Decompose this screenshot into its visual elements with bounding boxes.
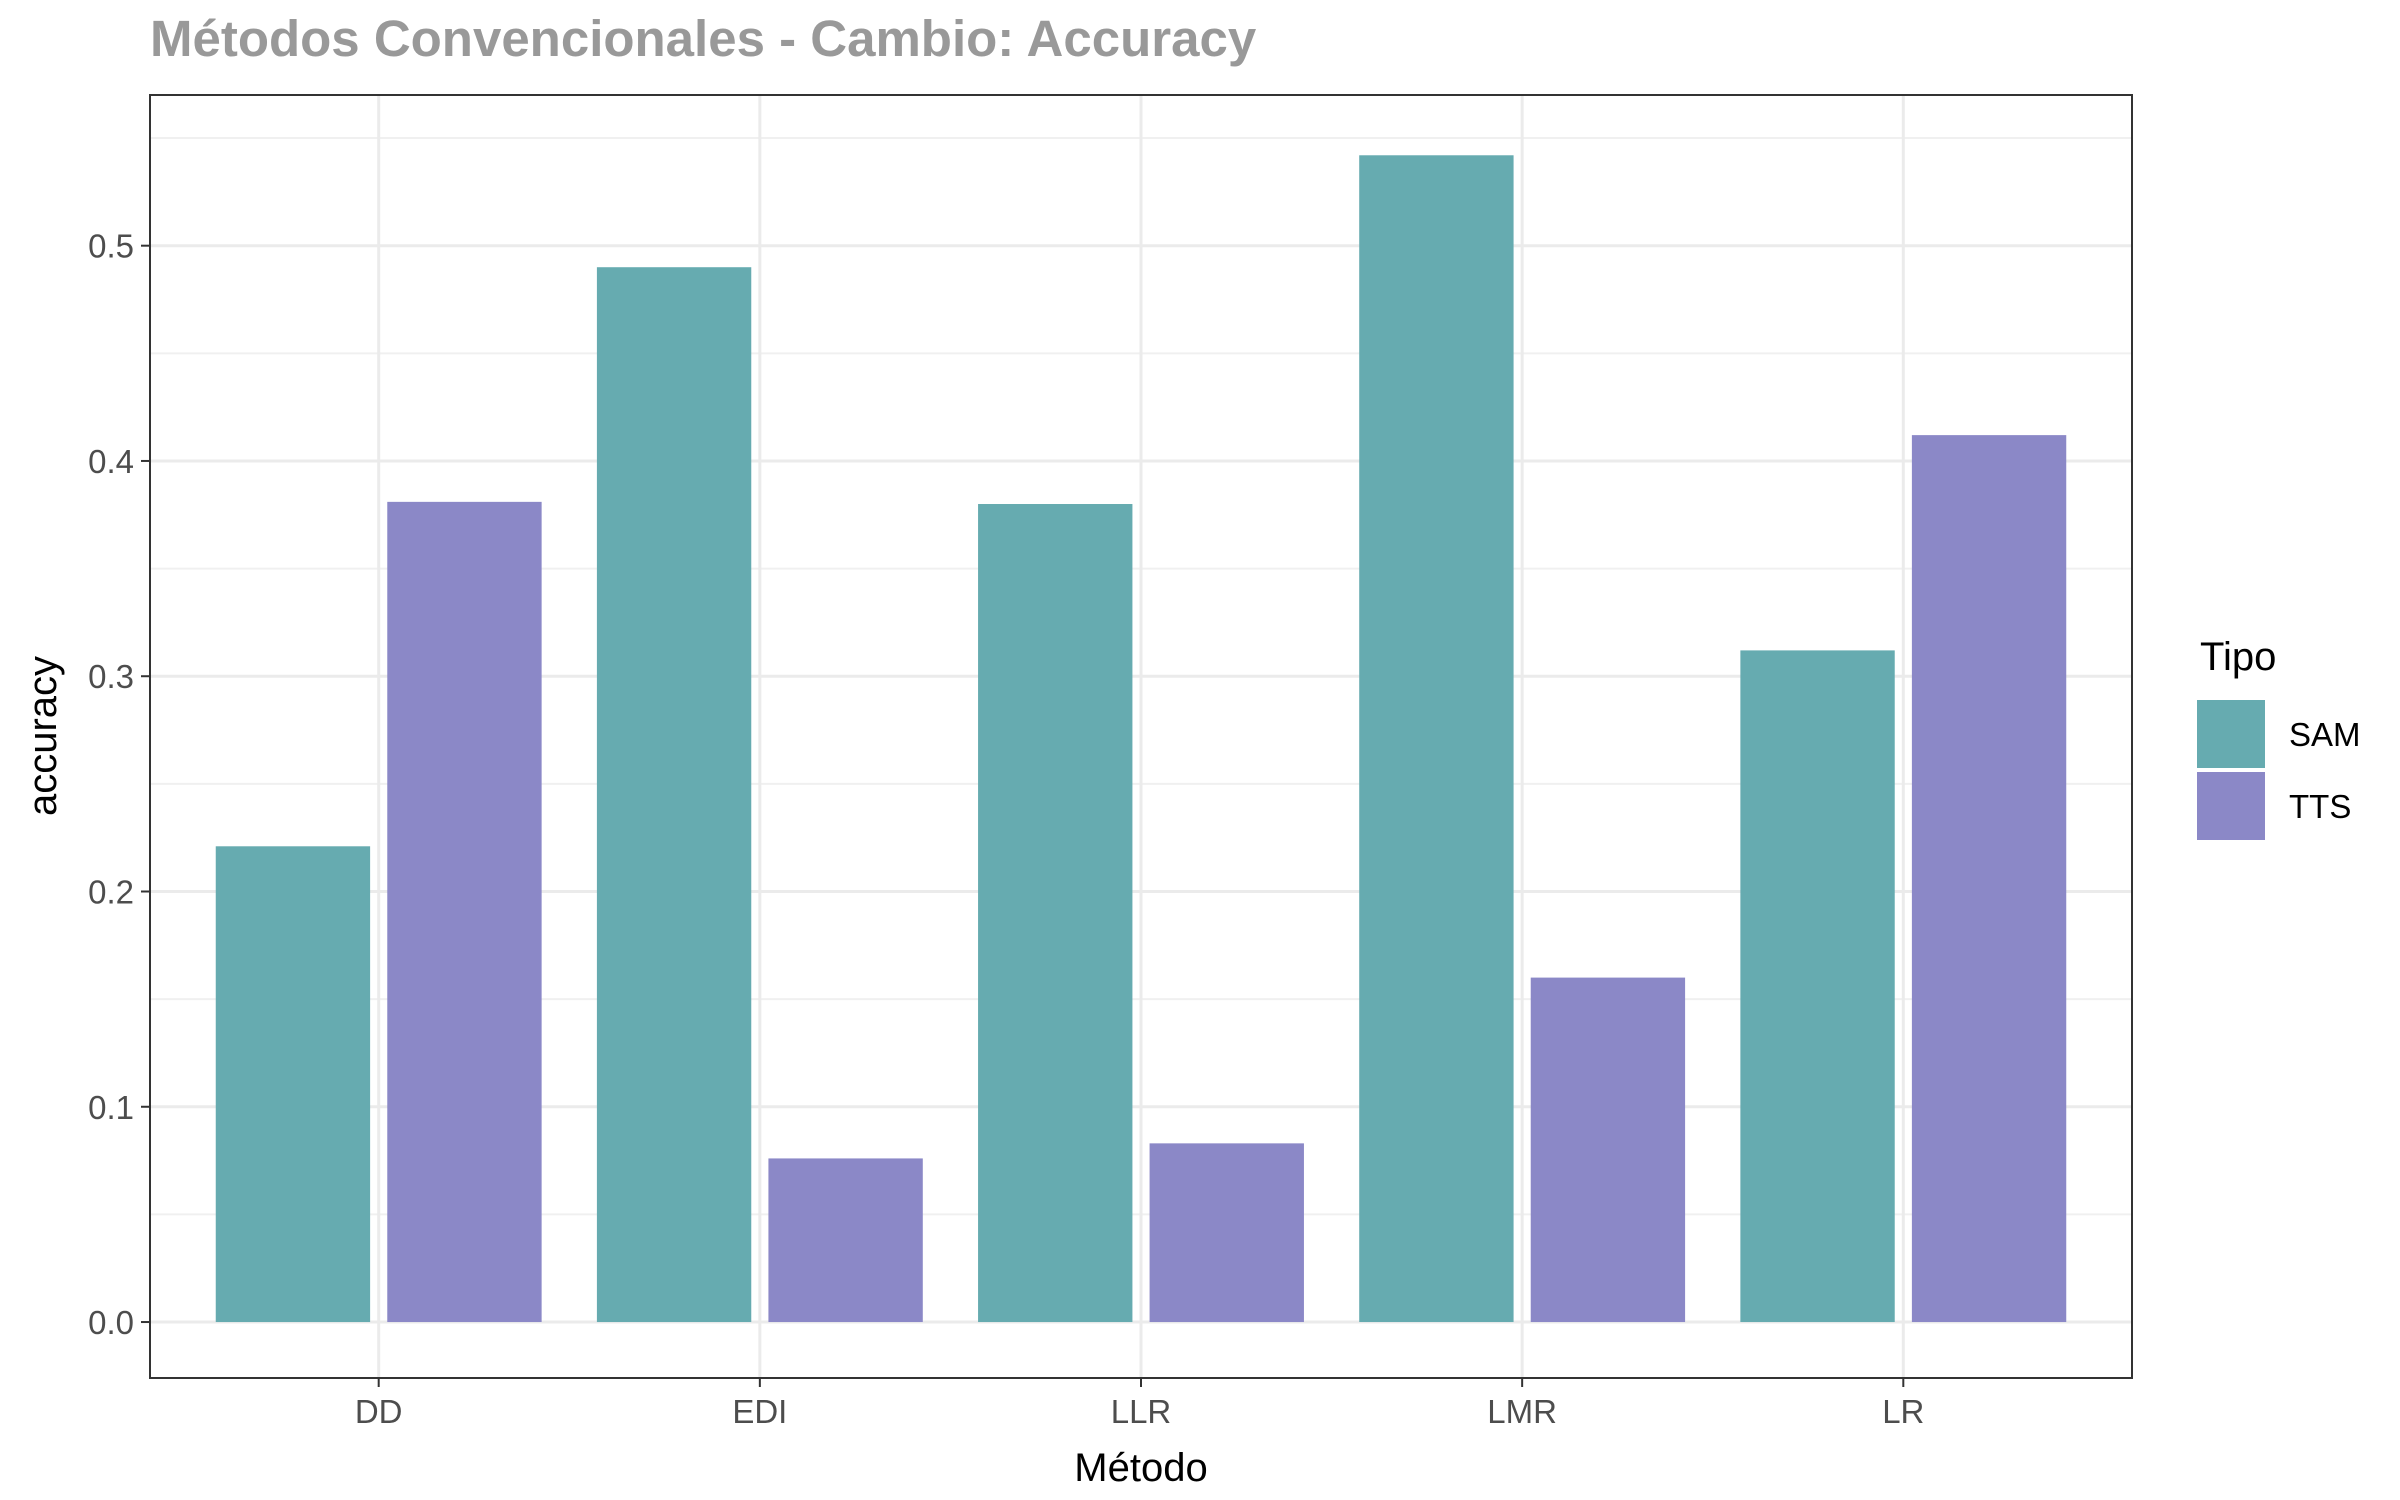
legend: Tipo SAM TTS: [2197, 635, 2361, 840]
bar-tts-edi: [768, 1158, 923, 1323]
x-tick-label: EDI: [732, 1393, 787, 1430]
bars: [215, 155, 2067, 1323]
x-axis: DD EDI LLR LMR LR: [355, 1378, 1924, 1430]
y-tick-label: 0.0: [88, 1304, 134, 1341]
x-tick-label: LLR: [1111, 1393, 1172, 1430]
legend-label-sam: SAM: [2289, 716, 2361, 753]
chart-title: Métodos Convencionales - Cambio: Accurac…: [150, 10, 1257, 67]
y-tick-label: 0.1: [88, 1089, 134, 1126]
bar-tts-lr: [1911, 435, 2067, 1323]
legend-key-sam: [2197, 700, 2265, 768]
bar-tts-llr: [1149, 1143, 1304, 1323]
x-axis-title: Método: [1074, 1446, 1207, 1490]
bar-sam-dd: [215, 846, 371, 1323]
y-tick-label: 0.2: [88, 873, 134, 910]
bar-sam-edi: [596, 267, 752, 1323]
x-tick-label: LMR: [1487, 1393, 1557, 1430]
y-tick-label: 0.3: [88, 658, 134, 695]
x-tick-label: LR: [1882, 1393, 1924, 1430]
bar-tts-lmr: [1530, 977, 1686, 1323]
legend-title: Tipo: [2200, 635, 2276, 679]
y-tick-label: 0.4: [88, 443, 134, 480]
legend-key-tts: [2197, 772, 2265, 840]
y-tick-label: 0.5: [88, 228, 134, 265]
y-axis: 0.0 0.1 0.2 0.3 0.4 0.5: [88, 228, 150, 1341]
x-tick-label: DD: [355, 1393, 403, 1430]
legend-label-tts: TTS: [2289, 788, 2351, 825]
bar-sam-lr: [1740, 650, 1895, 1323]
y-axis-title: accuracy: [21, 656, 65, 816]
bar-tts-dd: [387, 501, 542, 1323]
bar-sam-lmr: [1359, 155, 1514, 1323]
bar-sam-llr: [978, 504, 1133, 1323]
